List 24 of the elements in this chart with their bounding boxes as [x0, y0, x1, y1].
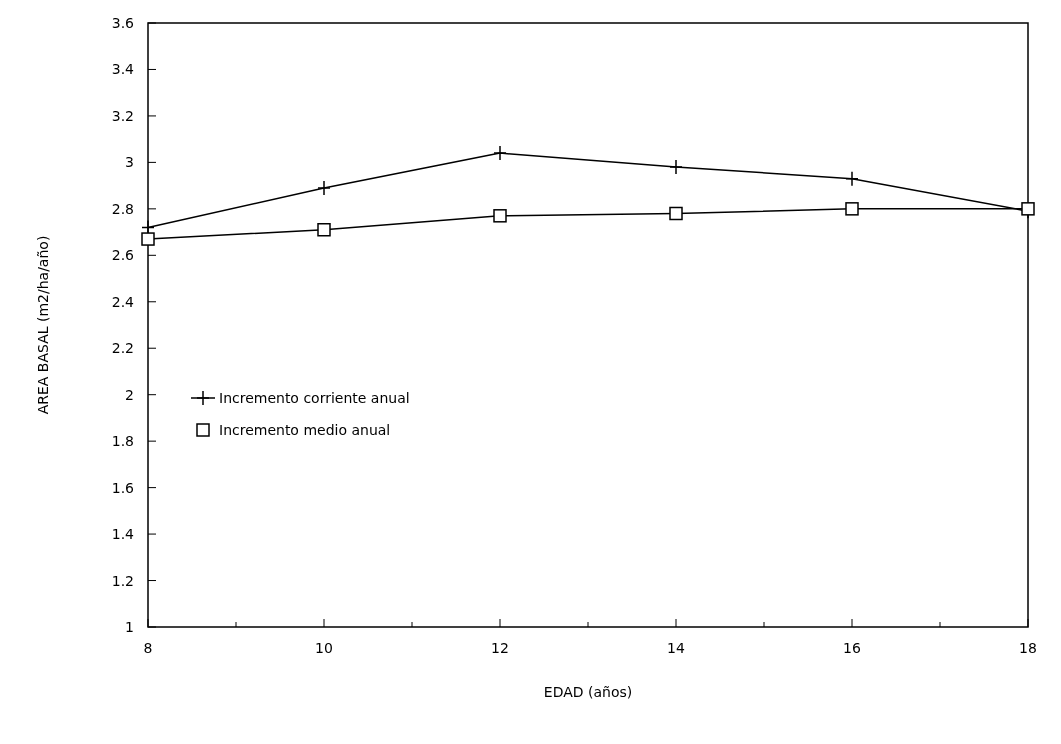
y-tick-label: 1.8 — [111, 433, 134, 450]
y-tick-label: 3.4 — [111, 61, 135, 78]
y-tick-label: 1.6 — [111, 479, 135, 496]
legend-label: Incremento medio anual — [219, 422, 391, 438]
x-tick-label: 10 — [315, 640, 333, 656]
y-tick-label: 2.2 — [111, 340, 134, 357]
y-tick-label: 3 — [125, 154, 134, 171]
y-tick-label: 2.4 — [111, 293, 135, 310]
x-tick-label: 12 — [491, 640, 509, 656]
x-tick-label: 18 — [1019, 640, 1037, 656]
y-axis-title: AREA BASAL (m2/ha/año) — [35, 235, 51, 415]
y-tick-label: 3.6 — [111, 15, 135, 31]
y-tick-label: 2.8 — [111, 200, 134, 217]
y-tick-label: 2 — [125, 386, 134, 403]
y-tick-label: 1.4 — [111, 526, 135, 543]
legend-label: Incremento corriente anual — [219, 390, 410, 406]
x-tick-label: 14 — [667, 640, 685, 656]
y-tick-label: 3.2 — [111, 107, 134, 124]
x-axis-title: EDAD (años) — [543, 684, 633, 700]
y-tick-label: 2.6 — [111, 247, 135, 264]
y-tick-label: 1.2 — [111, 572, 134, 589]
x-tick-label: 16 — [843, 640, 861, 656]
y-tick-label: 1 — [125, 619, 134, 635]
x-tick-label: 8 — [143, 640, 153, 656]
